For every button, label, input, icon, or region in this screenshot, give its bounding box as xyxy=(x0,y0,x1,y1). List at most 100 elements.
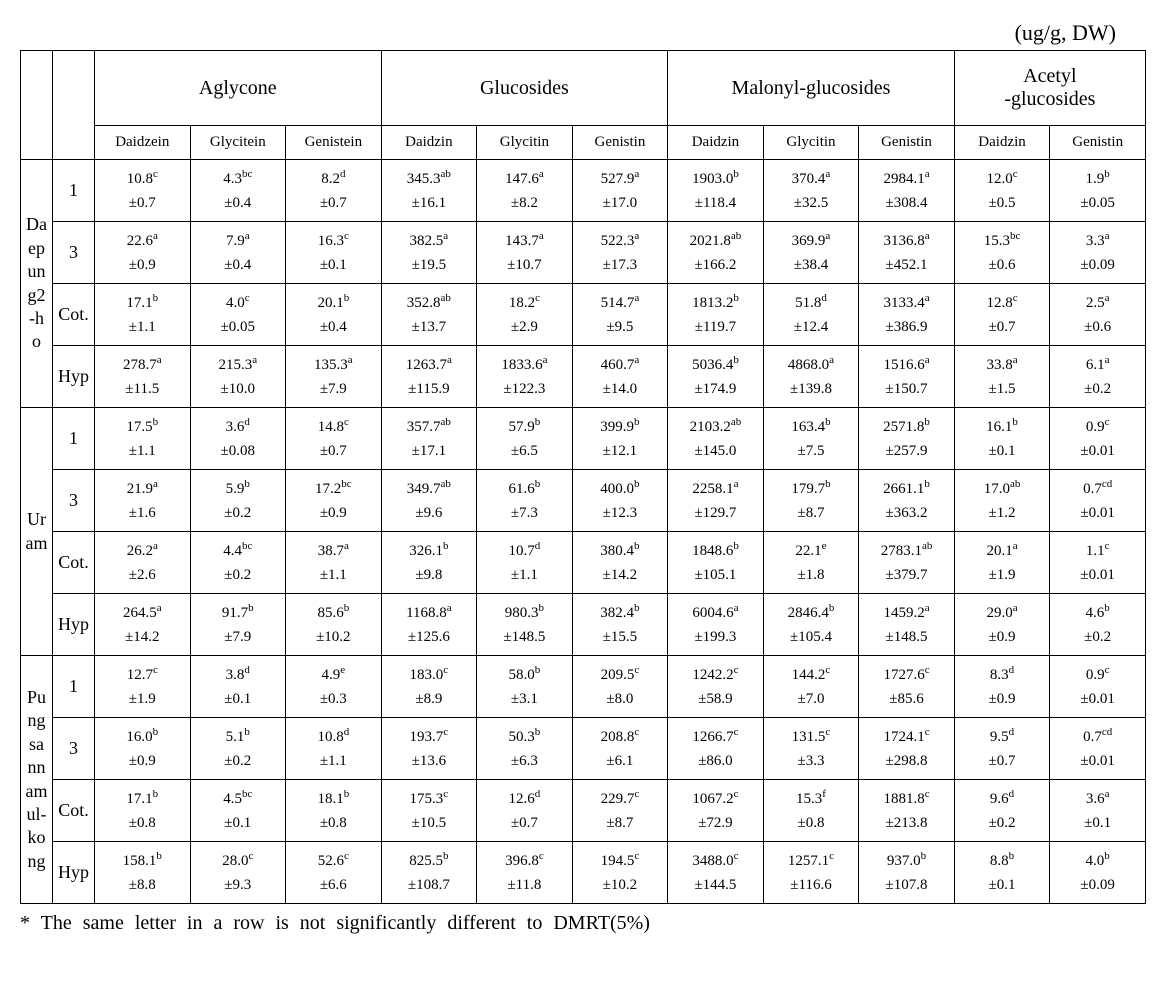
data-cell: 6004.6a±199.3 xyxy=(668,594,764,656)
data-cell: 194.5c±10.2 xyxy=(572,842,668,904)
data-cell: 215.3a±10.0 xyxy=(190,346,286,408)
column-header: Genistein xyxy=(286,126,382,160)
data-cell: 382.5a±19.5 xyxy=(381,222,477,284)
blank-header xyxy=(53,51,95,160)
data-cell: 18.1b±0.8 xyxy=(286,780,382,842)
data-cell: 2661.1b±363.2 xyxy=(859,470,955,532)
cultivar-label: Pungsannamul-kong xyxy=(21,656,53,904)
data-cell: 3136.8a±452.1 xyxy=(859,222,955,284)
data-cell: 22.1e±1.8 xyxy=(763,532,859,594)
data-cell: 179.7b±8.7 xyxy=(763,470,859,532)
table-row: Cot.17.1b±1.14.0c±0.0520.1b±0.4352.8ab±1… xyxy=(21,284,1146,346)
data-cell: 208.8c±6.1 xyxy=(572,718,668,780)
part-label: Hyp xyxy=(53,346,95,408)
table-row: 322.6a±0.97.9a±0.416.3c±0.1382.5a±19.514… xyxy=(21,222,1146,284)
data-cell: 58.0b±3.1 xyxy=(477,656,573,718)
data-cell: 0.9c±0.01 xyxy=(1050,656,1146,718)
column-header: Glycitin xyxy=(763,126,859,160)
table-row: Cot.26.2a±2.64.4bc±0.238.7a±1.1326.1b±9.… xyxy=(21,532,1146,594)
part-label: Cot. xyxy=(53,532,95,594)
table-row: Hyp278.7a±11.5215.3a±10.0135.3a±7.91263.… xyxy=(21,346,1146,408)
table-row: 316.0b±0.95.1b±0.210.8d±1.1193.7c±13.650… xyxy=(21,718,1146,780)
part-label: 1 xyxy=(53,408,95,470)
part-label: 3 xyxy=(53,470,95,532)
data-cell: 0.9c±0.01 xyxy=(1050,408,1146,470)
data-cell: 937.0b±107.8 xyxy=(859,842,955,904)
data-cell: 22.6a±0.9 xyxy=(95,222,191,284)
data-cell: 514.7a±9.5 xyxy=(572,284,668,346)
data-cell: 2984.1a±308.4 xyxy=(859,160,955,222)
data-cell: 980.3b±148.5 xyxy=(477,594,573,656)
data-cell: 1.9b±0.05 xyxy=(1050,160,1146,222)
data-cell: 4.3bc±0.4 xyxy=(190,160,286,222)
data-cell: 0.7cd±0.01 xyxy=(1050,470,1146,532)
data-cell: 1242.2c±58.9 xyxy=(668,656,764,718)
part-label: Cot. xyxy=(53,284,95,346)
column-header: Genistin xyxy=(859,126,955,160)
data-cell: 18.2c±2.9 xyxy=(477,284,573,346)
column-header: Glycitin xyxy=(477,126,573,160)
data-cell: 21.9a±1.6 xyxy=(95,470,191,532)
unit-label: (ug/g, DW) xyxy=(20,20,1146,46)
part-label: 1 xyxy=(53,160,95,222)
data-cell: 357.7ab±17.1 xyxy=(381,408,477,470)
data-cell: 15.3bc±0.6 xyxy=(954,222,1050,284)
data-cell: 209.5c±8.0 xyxy=(572,656,668,718)
data-cell: 12.0c±0.5 xyxy=(954,160,1050,222)
data-cell: 349.7ab±9.6 xyxy=(381,470,477,532)
data-cell: 2021.8ab±166.2 xyxy=(668,222,764,284)
data-cell: 369.9a±38.4 xyxy=(763,222,859,284)
data-cell: 91.7b±7.9 xyxy=(190,594,286,656)
group-header: Aglycone xyxy=(95,51,382,126)
data-cell: 29.0a±0.9 xyxy=(954,594,1050,656)
data-cell: 12.8c±0.7 xyxy=(954,284,1050,346)
data-cell: 85.6b±10.2 xyxy=(286,594,382,656)
data-cell: 4.5bc±0.1 xyxy=(190,780,286,842)
data-cell: 4.4bc±0.2 xyxy=(190,532,286,594)
data-cell: 144.2c±7.0 xyxy=(763,656,859,718)
data-cell: 1516.6a±150.7 xyxy=(859,346,955,408)
data-cell: 38.7a±1.1 xyxy=(286,532,382,594)
table-row: Hyp158.1b±8.828.0c±9.352.6c±6.6825.5b±10… xyxy=(21,842,1146,904)
data-cell: 50.3b±6.3 xyxy=(477,718,573,780)
data-cell: 6.1a±0.2 xyxy=(1050,346,1146,408)
data-table: AglyconeGlucosidesMalonyl-glucosidesAcet… xyxy=(20,50,1146,904)
table-row: Hyp264.5a±14.291.7b±7.985.6b±10.21168.8a… xyxy=(21,594,1146,656)
data-cell: 2.5a±0.6 xyxy=(1050,284,1146,346)
data-cell: 4868.0a±139.8 xyxy=(763,346,859,408)
data-cell: 1833.6a±122.3 xyxy=(477,346,573,408)
data-cell: 17.1b±0.8 xyxy=(95,780,191,842)
data-cell: 158.1b±8.8 xyxy=(95,842,191,904)
data-cell: 2103.2ab±145.0 xyxy=(668,408,764,470)
column-header: Daidzin xyxy=(668,126,764,160)
data-cell: 51.8d±12.4 xyxy=(763,284,859,346)
table-row: 321.9a±1.65.9b±0.217.2bc±0.9349.7ab±9.66… xyxy=(21,470,1146,532)
data-cell: 20.1a±1.9 xyxy=(954,532,1050,594)
data-cell: 175.3c±10.5 xyxy=(381,780,477,842)
data-cell: 278.7a±11.5 xyxy=(95,346,191,408)
part-label: 3 xyxy=(53,222,95,284)
data-cell: 15.3f±0.8 xyxy=(763,780,859,842)
data-cell: 16.3c±0.1 xyxy=(286,222,382,284)
table-row: Daepung2-ho110.8c±0.74.3bc±0.48.2d±0.734… xyxy=(21,160,1146,222)
data-cell: 1168.8a±125.6 xyxy=(381,594,477,656)
data-cell: 4.0b±0.09 xyxy=(1050,842,1146,904)
data-cell: 12.6d±0.7 xyxy=(477,780,573,842)
data-cell: 10.7d±1.1 xyxy=(477,532,573,594)
table-row: Uram117.5b±1.13.6d±0.0814.8c±0.7357.7ab±… xyxy=(21,408,1146,470)
data-cell: 163.4b±7.5 xyxy=(763,408,859,470)
table-row: Cot.17.1b±0.84.5bc±0.118.1b±0.8175.3c±10… xyxy=(21,780,1146,842)
data-cell: 8.3d±0.9 xyxy=(954,656,1050,718)
column-header: Genistin xyxy=(1050,126,1146,160)
group-header: Acetyl-glucosides xyxy=(954,51,1145,126)
data-cell: 1459.2a±148.5 xyxy=(859,594,955,656)
data-cell: 3.6d±0.08 xyxy=(190,408,286,470)
data-cell: 17.1b±1.1 xyxy=(95,284,191,346)
data-cell: 326.1b±9.8 xyxy=(381,532,477,594)
group-header: Glucosides xyxy=(381,51,668,126)
data-cell: 17.0ab±1.2 xyxy=(954,470,1050,532)
data-cell: 5036.4b±174.9 xyxy=(668,346,764,408)
table-row: Pungsannamul-kong112.7c±1.93.8d±0.14.9e±… xyxy=(21,656,1146,718)
data-cell: 131.5c±3.3 xyxy=(763,718,859,780)
data-cell: 9.6d±0.2 xyxy=(954,780,1050,842)
